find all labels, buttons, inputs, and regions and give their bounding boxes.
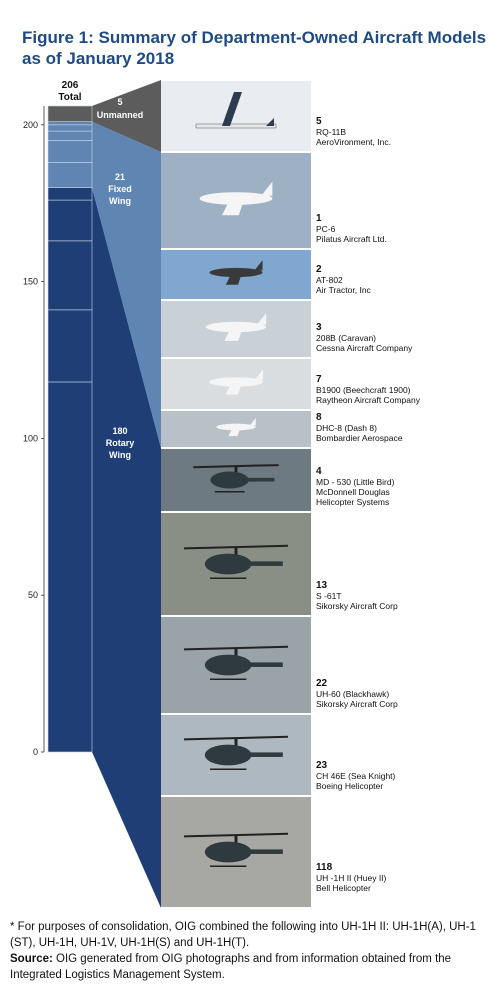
- fixed-wing-band: [92, 121, 161, 448]
- source-text: OIG generated from OIG photographs and f…: [10, 953, 452, 981]
- y-tick-label: 0: [33, 747, 38, 757]
- airplane-photo-icon: [205, 313, 267, 341]
- source-label: Source:: [10, 953, 53, 965]
- bar-segment: [47, 240, 93, 311]
- consolidation-footnote: * For purposes of consolidation, OIG com…: [10, 921, 476, 949]
- rotary-wing-band: [92, 187, 161, 908]
- rotary-wing-name-label: Rotary: [106, 438, 135, 448]
- fixed-wing-name-label: Fixed: [108, 184, 132, 194]
- item-maker-label: Bombardier Aerospace: [316, 433, 403, 443]
- item-maker-label: Sikorsky Aircraft Corp: [316, 699, 398, 709]
- item-model-label: MD - 530 (Little Bird): [316, 477, 395, 487]
- item-maker-label: Raytheon Aircraft Company: [316, 395, 421, 405]
- item-count-label: 8: [316, 412, 322, 423]
- helicopter-photo-icon: [183, 832, 289, 868]
- helicopter-photo-icon: [183, 645, 289, 681]
- aircraft-row: 4MD - 530 (Little Bird)McDonnell Douglas…: [161, 449, 395, 511]
- airplane-photo-icon: [199, 181, 273, 216]
- airplane-photo-icon: [216, 417, 256, 437]
- item-model-label: UH -1H II (Huey II): [316, 873, 387, 883]
- y-tick-label: 50: [28, 590, 38, 600]
- item-model-label: B1900 (Beechcraft 1900): [316, 385, 411, 395]
- bar-segment: [47, 121, 93, 126]
- item-maker-label: Bell Helicopter: [316, 883, 371, 893]
- airplane-photo-icon: [208, 369, 264, 395]
- item-count-label: 4: [316, 466, 322, 477]
- item-model-label: RQ-11B: [316, 127, 346, 137]
- item-maker-label: Boeing Helicopter: [316, 781, 383, 791]
- total-sublabel: Total: [58, 92, 81, 103]
- bar-segment: [47, 381, 93, 753]
- bar-segment: [47, 140, 93, 163]
- item-count-label: 5: [316, 116, 322, 127]
- chart-title-line-1: Figure 1: Summary of Department-Owned Ai…: [22, 28, 487, 47]
- item-count-label: 13: [316, 580, 328, 591]
- y-tick-label: 100: [23, 433, 38, 443]
- rotary-wing-name-label: Wing: [109, 450, 131, 460]
- item-maker-label: Pilatus Aircraft Ltd.: [316, 234, 387, 244]
- item-model-label: CH 46E (Sea Knight): [316, 771, 396, 781]
- bar-segment: [47, 187, 93, 201]
- aircraft-photo: [161, 81, 311, 151]
- item-model-label: PC-6: [316, 224, 336, 234]
- unmanned-count-label: 5: [117, 97, 122, 107]
- unmanned-band: [92, 80, 161, 152]
- airplane-photo-icon: [209, 260, 263, 285]
- bar-segment: [47, 105, 93, 122]
- bar-segment: [47, 309, 93, 383]
- item-count-label: 1: [316, 213, 322, 224]
- item-count-label: 118: [316, 862, 333, 873]
- item-maker-label: Sikorsky Aircraft Corp: [316, 601, 398, 611]
- helicopter-photo-icon: [193, 464, 279, 493]
- bar-segment: [47, 199, 93, 242]
- item-maker-label: AeroVironment, Inc.: [316, 137, 391, 147]
- uav-photo-icon: [195, 92, 277, 129]
- fixed-wing-count-label: 21: [115, 172, 125, 182]
- chart-title-line-2: as of January 2018: [22, 49, 175, 68]
- helicopter-photo-icon: [183, 735, 289, 771]
- item-count-label: 23: [316, 760, 328, 771]
- rotary-wing-count-label: 180: [112, 426, 127, 436]
- y-tick-label: 200: [23, 120, 38, 130]
- source-note: Source: OIG generated from OIG photograp…: [10, 951, 482, 983]
- item-model-label: DHC-8 (Dash 8): [316, 423, 377, 433]
- footnotes: * For purposes of consolidation, OIG com…: [10, 919, 482, 983]
- item-count-label: 2: [316, 264, 322, 275]
- fixed-wing-name-label: Wing: [109, 196, 131, 206]
- item-maker-label: McDonnell Douglas: [316, 487, 390, 497]
- chart-title: Figure 1: Summary of Department-Owned Ai…: [22, 27, 487, 69]
- item-model-label: S -61T: [316, 591, 342, 601]
- bar-segment: [47, 130, 93, 141]
- total-value-label: 206: [62, 80, 79, 91]
- item-model-label: AT-802: [316, 275, 343, 285]
- y-tick-label: 150: [23, 277, 38, 287]
- item-maker-label: Helicopter Systems: [316, 497, 389, 507]
- item-count-label: 22: [316, 678, 328, 689]
- item-maker-label: Air Tractor, Inc: [316, 285, 372, 295]
- item-count-label: 3: [316, 322, 322, 333]
- aircraft-summary-chart: 206Total0501001502005Unmanned21FixedWing…: [23, 80, 421, 908]
- item-maker-label: Cessna Aircraft Company: [316, 343, 413, 353]
- bar-segment: [47, 162, 93, 188]
- helicopter-photo-icon: [183, 544, 289, 580]
- item-count-label: 7: [316, 374, 322, 385]
- item-model-label: UH-60 (Blackhawk): [316, 689, 389, 699]
- bar-segment: [47, 124, 93, 132]
- item-model-label: 208B (Caravan): [316, 333, 376, 343]
- unmanned-name-label: Unmanned: [97, 110, 144, 120]
